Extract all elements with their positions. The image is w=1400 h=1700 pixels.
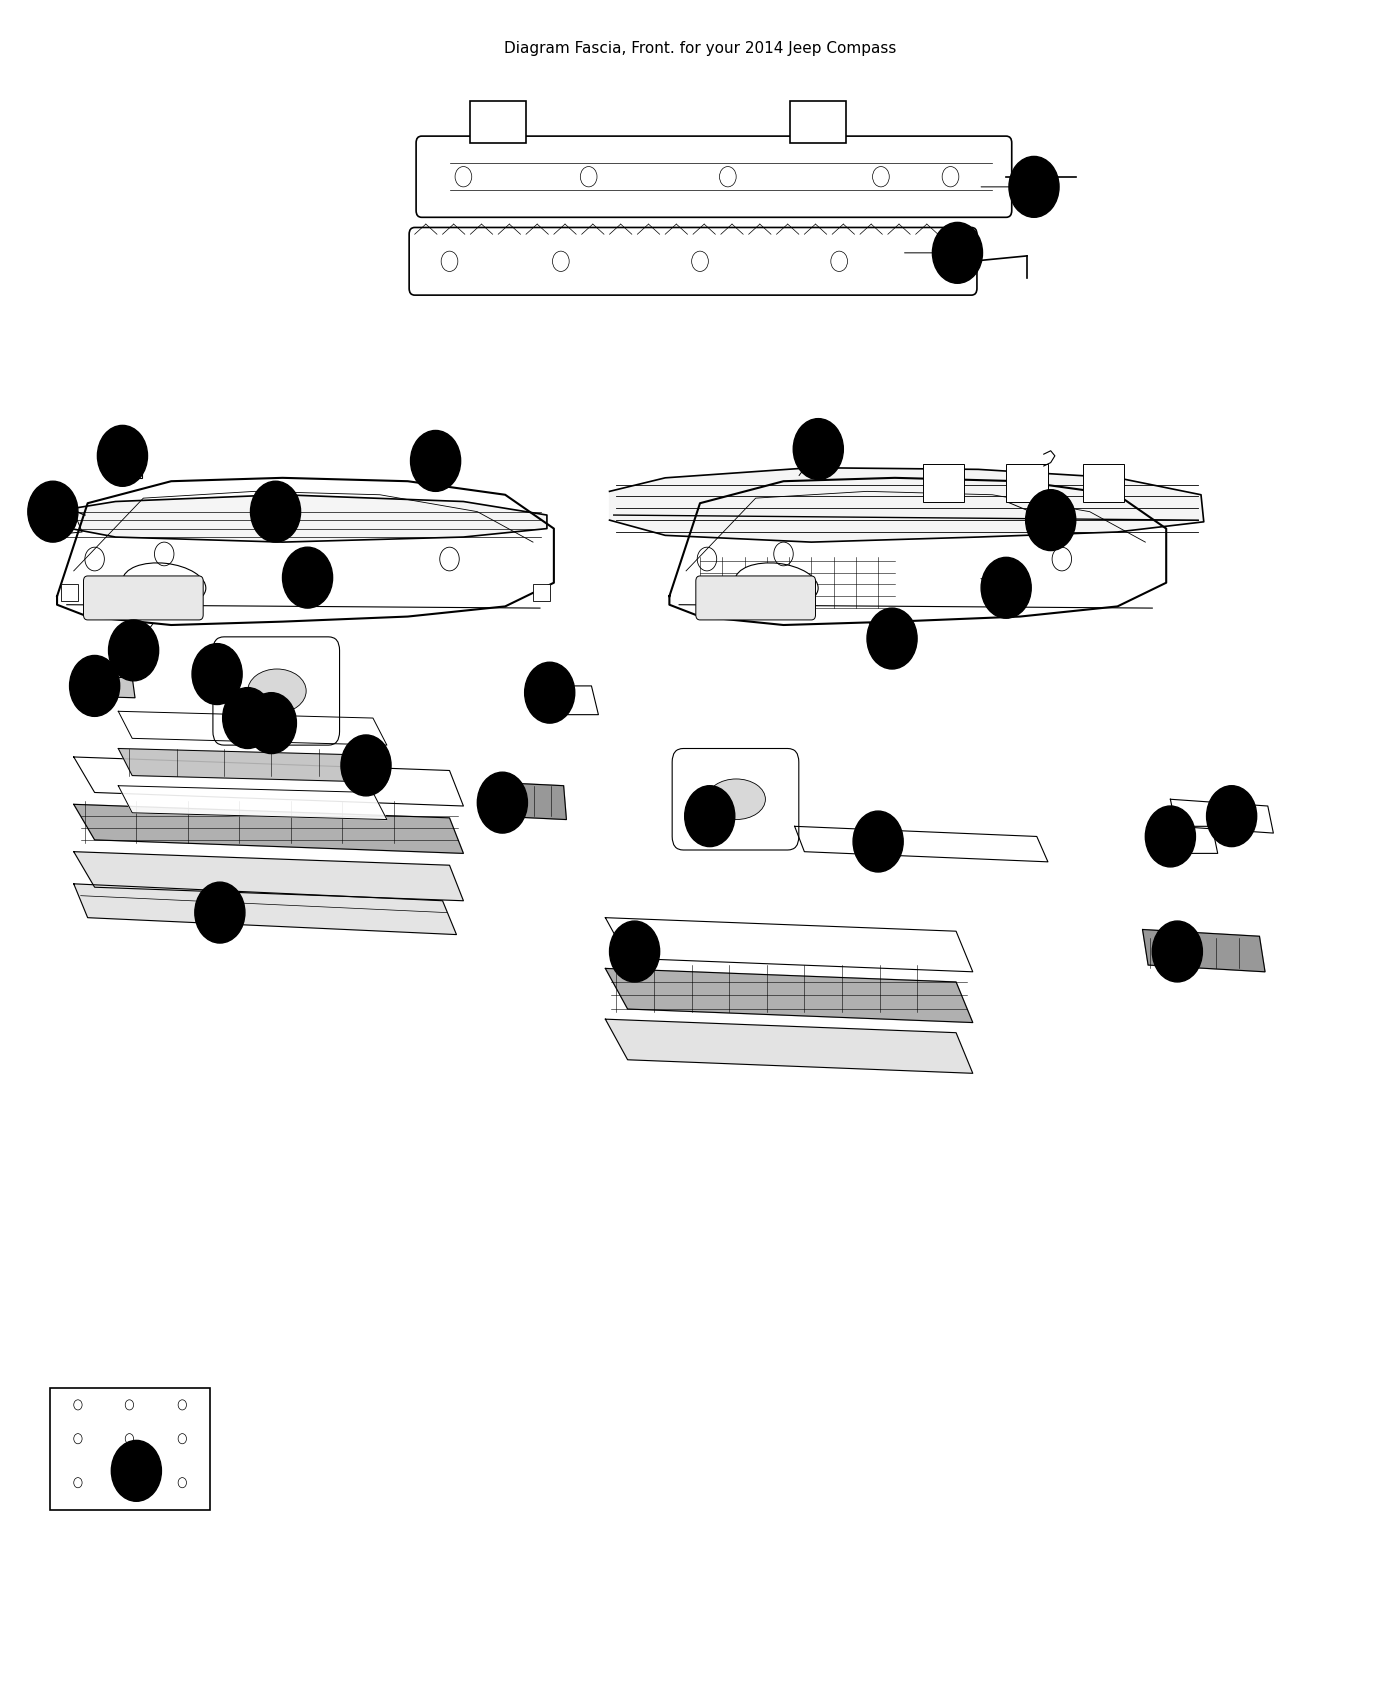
Circle shape xyxy=(525,663,575,722)
Polygon shape xyxy=(1156,826,1218,853)
Text: 15: 15 xyxy=(241,712,255,724)
Polygon shape xyxy=(795,826,1049,862)
Text: 5: 5 xyxy=(431,454,440,468)
Bar xyxy=(108,452,141,478)
Circle shape xyxy=(867,609,917,670)
Text: 18: 18 xyxy=(265,717,279,729)
Text: 10: 10 xyxy=(811,442,826,456)
Text: 12: 12 xyxy=(129,1464,144,1477)
Polygon shape xyxy=(605,969,973,1023)
Polygon shape xyxy=(74,804,463,853)
Bar xyxy=(62,585,78,602)
Circle shape xyxy=(195,882,245,944)
Circle shape xyxy=(1207,785,1257,847)
Circle shape xyxy=(223,687,273,748)
Text: 32: 32 xyxy=(885,632,899,644)
Circle shape xyxy=(685,785,735,847)
Text: 1: 1 xyxy=(1030,180,1039,194)
Circle shape xyxy=(1009,156,1058,218)
Text: 5: 5 xyxy=(118,449,127,462)
Circle shape xyxy=(28,481,78,542)
Polygon shape xyxy=(545,685,598,714)
Bar xyxy=(50,1387,210,1510)
Polygon shape xyxy=(74,756,463,806)
Bar xyxy=(1082,464,1124,501)
Text: 17: 17 xyxy=(494,796,510,809)
Polygon shape xyxy=(605,1020,973,1073)
Text: 17: 17 xyxy=(1170,945,1184,959)
Polygon shape xyxy=(42,518,83,536)
Text: 21: 21 xyxy=(871,835,886,848)
Circle shape xyxy=(109,620,158,680)
FancyBboxPatch shape xyxy=(696,576,816,620)
FancyBboxPatch shape xyxy=(84,576,203,620)
Ellipse shape xyxy=(735,563,818,605)
Polygon shape xyxy=(118,785,386,819)
Polygon shape xyxy=(74,884,456,935)
Text: 8: 8 xyxy=(213,668,221,680)
Circle shape xyxy=(1152,921,1203,983)
Ellipse shape xyxy=(123,563,206,605)
Text: 9: 9 xyxy=(304,571,312,585)
FancyBboxPatch shape xyxy=(409,228,977,296)
Text: 2: 2 xyxy=(953,246,962,260)
Circle shape xyxy=(853,811,903,872)
Text: 22: 22 xyxy=(627,945,643,959)
Polygon shape xyxy=(57,478,554,626)
Circle shape xyxy=(609,921,659,983)
Circle shape xyxy=(251,481,301,542)
Text: 18: 18 xyxy=(703,809,717,823)
FancyBboxPatch shape xyxy=(672,748,799,850)
Text: 33: 33 xyxy=(998,581,1014,595)
Polygon shape xyxy=(118,711,386,745)
FancyBboxPatch shape xyxy=(213,638,340,745)
Circle shape xyxy=(477,772,528,833)
Circle shape xyxy=(70,656,119,716)
Text: 20: 20 xyxy=(542,687,557,699)
Text: 16: 16 xyxy=(87,680,102,692)
Text: 19: 19 xyxy=(45,505,60,518)
Text: 34: 34 xyxy=(1043,513,1058,527)
Polygon shape xyxy=(118,748,386,782)
Ellipse shape xyxy=(707,779,766,819)
Circle shape xyxy=(410,430,461,491)
Text: 7: 7 xyxy=(129,644,137,656)
Polygon shape xyxy=(74,852,463,901)
Circle shape xyxy=(98,425,147,486)
Text: 24: 24 xyxy=(213,906,227,920)
Bar xyxy=(791,100,846,143)
Polygon shape xyxy=(74,678,134,697)
Text: 20: 20 xyxy=(1163,830,1177,843)
Polygon shape xyxy=(609,468,1204,542)
Bar xyxy=(470,100,526,143)
Polygon shape xyxy=(53,495,547,542)
Text: 22: 22 xyxy=(358,758,374,772)
Circle shape xyxy=(981,558,1032,619)
Polygon shape xyxy=(669,478,1166,626)
Circle shape xyxy=(342,734,391,796)
Bar xyxy=(1007,464,1049,501)
Circle shape xyxy=(1026,490,1075,551)
Circle shape xyxy=(112,1440,161,1501)
Circle shape xyxy=(246,692,297,753)
Ellipse shape xyxy=(248,670,307,712)
Text: 23: 23 xyxy=(1224,809,1239,823)
Circle shape xyxy=(1145,806,1196,867)
Bar xyxy=(533,585,550,602)
Circle shape xyxy=(192,644,242,704)
Polygon shape xyxy=(605,918,973,972)
FancyBboxPatch shape xyxy=(416,136,1012,218)
Circle shape xyxy=(932,223,983,284)
Text: Diagram Fascia, Front. for your 2014 Jeep Compass: Diagram Fascia, Front. for your 2014 Jee… xyxy=(504,41,896,56)
Circle shape xyxy=(794,418,843,479)
Circle shape xyxy=(283,547,333,609)
Text: 11: 11 xyxy=(267,505,283,518)
Bar xyxy=(923,464,965,501)
Polygon shape xyxy=(1142,930,1266,972)
Polygon shape xyxy=(494,782,567,819)
Polygon shape xyxy=(1170,799,1274,833)
